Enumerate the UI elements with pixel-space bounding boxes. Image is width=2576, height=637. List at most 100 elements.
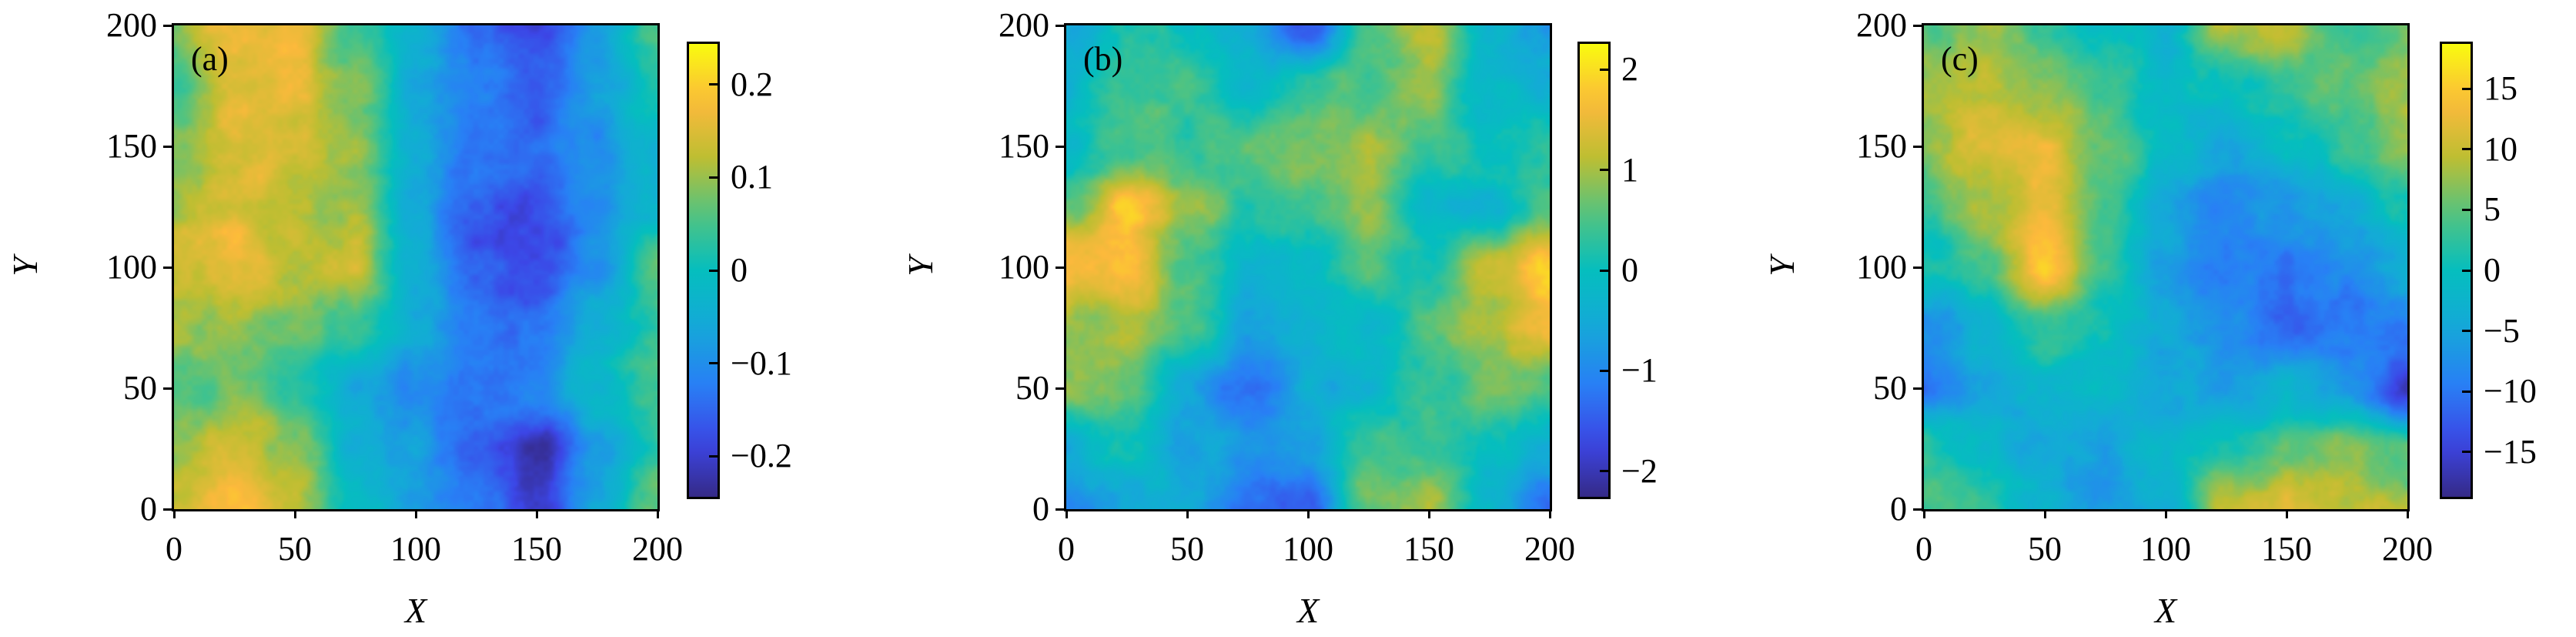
- x-axis-label: X: [404, 591, 427, 630]
- colorbar-tick-mark: [2462, 87, 2471, 90]
- y-tick-mark: [1913, 508, 1922, 511]
- y-tick-mark: [1055, 387, 1065, 390]
- x-tick-label: 200: [2382, 530, 2433, 568]
- y-tick-mark: [1913, 387, 1922, 390]
- heatmap-plot-area: [172, 23, 660, 511]
- colorbar-tick-label: −0.2: [731, 437, 792, 475]
- heatmap-image: [1924, 25, 2407, 509]
- y-tick-mark: [1913, 145, 1922, 148]
- x-tick-mark: [1186, 509, 1189, 518]
- x-tick-label: 150: [1403, 530, 1454, 568]
- x-tick-mark: [1922, 509, 1925, 518]
- y-tick-label: 100: [1856, 248, 1907, 286]
- colorbar-tick-label: −5: [2484, 311, 2520, 350]
- y-tick-mark: [163, 387, 172, 390]
- y-tick-label: 50: [1015, 369, 1049, 407]
- y-tick-label: 150: [106, 127, 157, 165]
- colorbar-tick-mark: [2462, 208, 2471, 211]
- y-axis-label: Y: [1761, 256, 1802, 277]
- colorbar-tick-mark: [709, 362, 718, 365]
- x-tick-mark: [2406, 509, 2409, 518]
- colorbar-tick-mark: [1600, 470, 1609, 473]
- colorbar-tick-label: 1: [1621, 150, 1638, 189]
- x-tick-mark: [1427, 509, 1430, 518]
- colorbar-tick-label: 0: [2484, 251, 2501, 289]
- y-tick-mark: [163, 24, 172, 27]
- colorbar-tick-mark: [1600, 169, 1609, 172]
- x-tick-label: 50: [1170, 530, 1204, 568]
- x-tick-mark: [1548, 509, 1551, 518]
- x-tick-label: 0: [166, 530, 182, 568]
- x-tick-label: 50: [2028, 530, 2062, 568]
- colorbar-tick-mark: [2462, 148, 2471, 151]
- x-tick-label: 50: [278, 530, 312, 568]
- y-tick-mark: [1055, 508, 1065, 511]
- colorbar-tick-label: −10: [2484, 372, 2537, 411]
- x-tick-label: 100: [1283, 530, 1333, 568]
- y-tick-label: 200: [1856, 6, 1907, 44]
- colorbar-tick-label: −0.1: [731, 344, 792, 382]
- colorbar-tick-mark: [1600, 68, 1609, 71]
- y-tick-label: 200: [999, 6, 1049, 44]
- x-tick-mark: [2043, 509, 2046, 518]
- x-axis-label: X: [1296, 591, 1320, 630]
- colorbar-tick-label: 2: [1621, 50, 1638, 89]
- x-tick-mark: [2164, 509, 2167, 518]
- y-tick-mark: [1055, 266, 1065, 269]
- panel-label: (b): [1083, 40, 1123, 78]
- colorbar-tick-label: 15: [2484, 69, 2517, 108]
- y-tick-mark: [1055, 24, 1065, 27]
- y-tick-label: 0: [1890, 490, 1907, 528]
- x-tick-label: 150: [2261, 530, 2312, 568]
- colorbar-tick-mark: [709, 269, 718, 272]
- y-tick-mark: [1055, 145, 1065, 148]
- x-tick-mark: [1306, 509, 1310, 518]
- x-tick-mark: [414, 509, 417, 518]
- x-tick-label: 0: [1058, 530, 1075, 568]
- x-tick-mark: [1065, 509, 1068, 518]
- x-tick-label: 200: [632, 530, 683, 568]
- x-tick-mark: [535, 509, 538, 518]
- x-tick-label: 200: [1524, 530, 1575, 568]
- x-tick-label: 100: [390, 530, 441, 568]
- x-tick-label: 150: [511, 530, 562, 568]
- colorbar-tick-mark: [2462, 330, 2471, 333]
- y-tick-mark: [163, 145, 172, 148]
- y-tick-label: 100: [106, 248, 157, 286]
- colorbar-tick-label: −15: [2484, 432, 2537, 471]
- y-tick-label: 100: [999, 248, 1049, 286]
- colorbar-tick-mark: [2462, 269, 2471, 272]
- y-tick-label: 50: [1873, 369, 1907, 407]
- colorbar-tick-label: −1: [1621, 351, 1658, 390]
- y-tick-mark: [1913, 24, 1922, 27]
- colorbar-tick-mark: [709, 454, 718, 458]
- heatmap-image: [1066, 25, 1550, 509]
- colorbar-tick-mark: [709, 83, 718, 86]
- colorbar-tick-label: 0: [1621, 251, 1638, 289]
- x-tick-mark: [656, 509, 659, 518]
- colorbar-tick-mark: [1600, 369, 1609, 372]
- y-tick-label: 150: [999, 127, 1049, 165]
- y-tick-label: 0: [140, 490, 157, 528]
- x-tick-label: 0: [1915, 530, 1932, 568]
- y-tick-mark: [1913, 266, 1922, 269]
- y-tick-label: 150: [1856, 127, 1907, 165]
- y-tick-label: 0: [1032, 490, 1049, 528]
- x-tick-label: 100: [2140, 530, 2191, 568]
- heatmap-plot-area: [1064, 23, 1552, 511]
- colorbar-tick-mark: [2462, 451, 2471, 454]
- panel-label: (c): [1941, 40, 1979, 78]
- panel-label: (a): [191, 40, 229, 78]
- heatmap-image: [174, 25, 657, 509]
- y-tick-label: 200: [106, 6, 157, 44]
- colorbar-tick-label: 5: [2484, 190, 2501, 229]
- colorbar-tick-label: 0: [731, 251, 748, 289]
- colorbar-tick-mark: [1600, 269, 1609, 272]
- colorbar-tick-label: 0.1: [731, 158, 773, 196]
- heatmap-plot-area: [1922, 23, 2410, 511]
- colorbar-tick-mark: [2462, 390, 2471, 393]
